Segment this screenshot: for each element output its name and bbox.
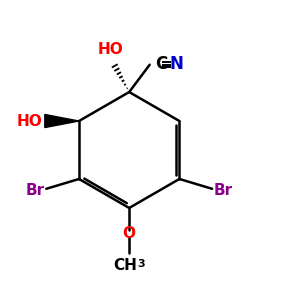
Text: CH: CH	[114, 258, 138, 273]
Text: 3: 3	[137, 259, 145, 269]
Text: Br: Br	[26, 183, 45, 198]
Text: O: O	[123, 226, 136, 241]
Text: N: N	[169, 55, 183, 73]
Polygon shape	[45, 115, 79, 128]
Text: HO: HO	[17, 113, 42, 128]
Text: Br: Br	[214, 183, 233, 198]
Text: C: C	[155, 55, 167, 73]
Text: HO: HO	[98, 42, 123, 57]
